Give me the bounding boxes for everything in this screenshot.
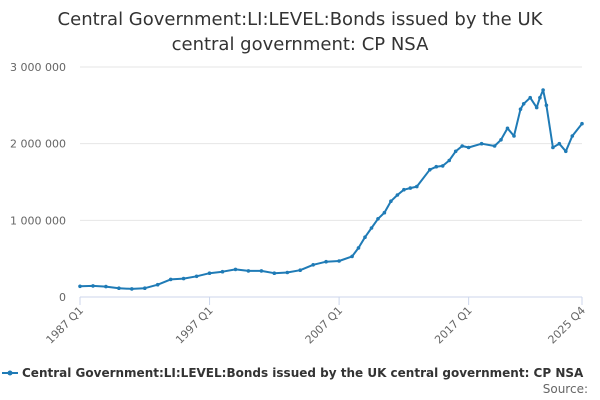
chart-title-line-2: central government: CP NSA (172, 34, 429, 55)
x-axis: 1987 Q1 1997 Q1 2007 Q1 2017 Q1 2025 Q4 (44, 296, 589, 347)
grid-lines (80, 66, 582, 221)
data-point[interactable] (78, 284, 82, 289)
data-point[interactable] (492, 144, 497, 148)
data-point[interactable] (402, 187, 406, 192)
data-point[interactable] (466, 145, 471, 150)
data-point[interactable] (528, 95, 532, 100)
data-point[interactable] (534, 105, 539, 110)
legend-marker-icon (7, 370, 13, 376)
data-point[interactable] (564, 149, 568, 154)
data-point[interactable] (356, 246, 361, 250)
data-point[interactable] (518, 107, 523, 111)
data-point[interactable] (557, 141, 562, 146)
data-point[interactable] (363, 235, 367, 239)
y-tick-label: 0 (59, 291, 66, 304)
data-point[interactable] (337, 259, 341, 263)
data-point[interactable] (447, 158, 452, 163)
x-tick-label: 1997 Q1 (173, 304, 216, 347)
data-point[interactable] (298, 268, 303, 273)
y-tick-label: 2 000 000 (10, 138, 66, 151)
data-point[interactable] (104, 284, 108, 289)
data-point[interactable] (580, 121, 584, 126)
data-point[interactable] (544, 103, 549, 108)
data-point[interactable] (324, 259, 328, 264)
data-point[interactable] (207, 271, 212, 276)
data-point[interactable] (551, 145, 555, 150)
data-point[interactable] (91, 284, 95, 288)
data-point[interactable] (570, 134, 575, 138)
x-tick-label: 2007 Q1 (303, 304, 346, 347)
data-point[interactable] (415, 184, 419, 189)
series-group (78, 88, 584, 291)
data-point[interactable] (460, 144, 465, 148)
data-point[interactable] (505, 126, 510, 131)
data-point[interactable] (369, 226, 374, 230)
data-point[interactable] (155, 282, 160, 287)
data-point[interactable] (512, 134, 516, 138)
data-point[interactable] (479, 141, 484, 146)
data-point[interactable] (395, 193, 400, 197)
y-tick-label: 3 000 000 (10, 61, 66, 74)
source-credit[interactable]: Source: (543, 382, 588, 396)
data-point[interactable] (285, 270, 290, 275)
x-tick-label: 2017 Q1 (432, 304, 475, 347)
data-point[interactable] (538, 95, 542, 100)
data-point[interactable] (408, 186, 413, 190)
series-line (79, 89, 583, 290)
x-tick-label: 2025 Q4 (546, 304, 589, 347)
data-point[interactable] (350, 254, 354, 259)
data-point[interactable] (181, 276, 186, 281)
data-point[interactable] (272, 271, 277, 276)
data-point[interactable] (117, 286, 121, 291)
data-point[interactable] (194, 274, 199, 279)
data-point[interactable] (453, 149, 458, 154)
data-point[interactable] (168, 277, 173, 282)
data-point[interactable] (220, 269, 225, 274)
y-axis-ticks: 0 1 000 000 2 000 000 3 000 000 (10, 61, 66, 304)
legend-label[interactable]: Central Government:LI:LEVEL:Bonds issued… (22, 366, 584, 380)
data-point[interactable] (428, 167, 432, 172)
x-tick-label: 1987 Q1 (44, 304, 87, 347)
data-point[interactable] (440, 164, 445, 168)
data-point[interactable] (499, 138, 503, 142)
data-point[interactable] (143, 286, 147, 291)
data-point[interactable] (389, 199, 393, 203)
data-point[interactable] (541, 88, 545, 92)
data-point[interactable] (130, 287, 134, 291)
data-point[interactable] (311, 263, 316, 267)
data-point[interactable] (382, 210, 387, 215)
legend[interactable]: Central Government:LI:LEVEL:Bonds issued… (2, 366, 584, 380)
data-point[interactable] (521, 102, 526, 106)
chart-title-line-1: Central Government:LI:LEVEL:Bonds issued… (58, 9, 544, 30)
data-point[interactable] (259, 269, 264, 273)
data-point[interactable] (376, 217, 380, 221)
data-point[interactable] (434, 164, 439, 169)
y-tick-label: 1 000 000 (10, 214, 66, 227)
data-point[interactable] (233, 267, 238, 272)
data-point[interactable] (246, 269, 251, 273)
